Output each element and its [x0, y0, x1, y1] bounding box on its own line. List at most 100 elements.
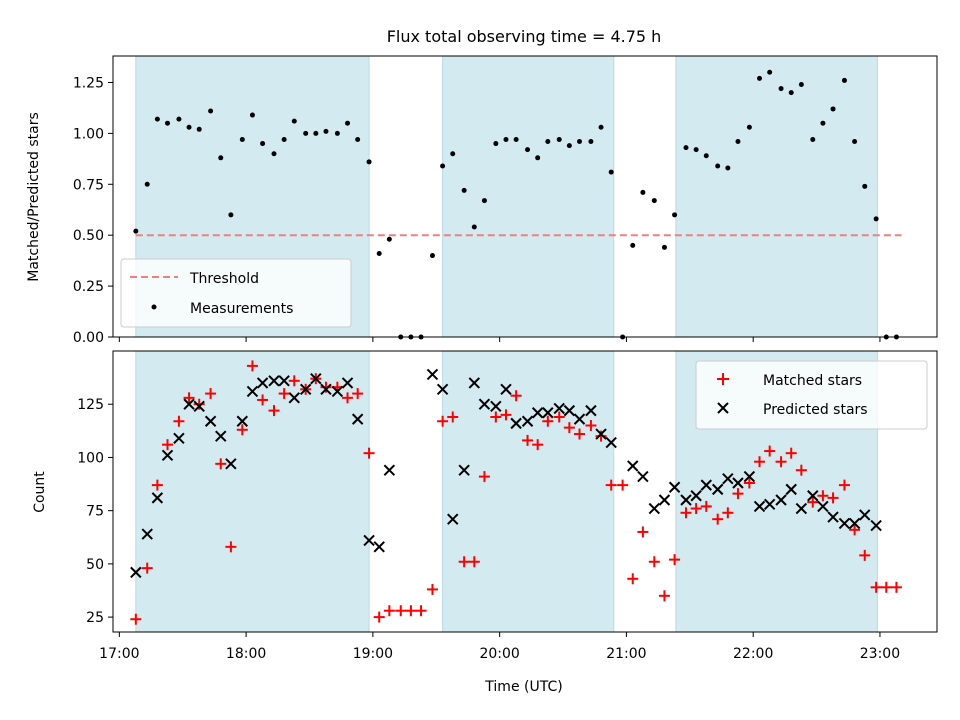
- predicted-stars-point: [753, 500, 766, 513]
- measurement-point: [440, 163, 446, 169]
- predicted-stars-point: [447, 513, 459, 525]
- bottom-axes-frame: [112, 350, 938, 633]
- measurement-point: [651, 198, 657, 204]
- predicted-stars-point: [426, 368, 439, 381]
- predicted-stars-point: [680, 494, 692, 506]
- predicted-stars-point: [256, 377, 269, 389]
- predicted-stars-point: [827, 511, 839, 523]
- matched-stars-point: [743, 477, 755, 489]
- top-y-axis-label: Matched/Predicted stars: [26, 112, 42, 282]
- predicted-stars-point: [605, 436, 617, 449]
- predicted-stars-point: [183, 398, 195, 410]
- matched-stars-point: [278, 388, 290, 400]
- matched-stars-point: [225, 541, 237, 553]
- predicted-stars-point: [341, 377, 354, 389]
- predicted-stars-point: [690, 490, 702, 502]
- predicted-stars-point: [700, 479, 712, 491]
- matched-stars-point: [648, 556, 660, 568]
- predicted-stars-point: [732, 477, 744, 489]
- matched-legend-label: Matched stars: [763, 373, 862, 389]
- measurement-point: [239, 136, 245, 142]
- predicted-stars-point: [585, 404, 597, 417]
- y-tick-label: 1.25: [73, 75, 104, 91]
- measurement-point: [281, 136, 287, 142]
- matched-stars-point: [395, 605, 407, 617]
- predicted-stars-point: [637, 470, 649, 483]
- predicted-stars-point: [236, 415, 249, 427]
- predicted-stars-point: [859, 509, 871, 521]
- measurement-point: [471, 224, 477, 230]
- measurement-point: [291, 118, 297, 124]
- matched-stars-point: [795, 464, 807, 476]
- predicted-stars-point: [668, 481, 681, 493]
- predicted-stars-point: [658, 494, 671, 506]
- y-tick-label: 100: [77, 450, 104, 466]
- y-tick-label: 0.75: [73, 177, 104, 193]
- predicted-stars-point: [775, 494, 787, 506]
- matched-stars-point: [426, 583, 438, 595]
- predicted-stars-point: [436, 383, 449, 396]
- matched-stars-point: [193, 398, 205, 410]
- measurement-point: [186, 124, 192, 130]
- predicted-stars-point: [363, 534, 375, 547]
- matched-stars-point: [637, 526, 649, 538]
- predicted-stars-point: [500, 383, 512, 396]
- x-tick-label: 19:00: [353, 646, 393, 662]
- matched-stars-point: [859, 549, 871, 561]
- matched-stars-point: [183, 392, 195, 404]
- measurement-point: [228, 212, 234, 218]
- matched-stars-point: [468, 556, 480, 568]
- measurement-point: [493, 141, 499, 147]
- predicted-stars-point: [173, 432, 185, 444]
- predicted-stars-point: [299, 383, 312, 396]
- predicted-legend-swatch: [717, 402, 729, 414]
- top-legend-box: [120, 258, 352, 328]
- predicted-stars-point: [215, 430, 227, 442]
- measurement-point: [810, 136, 816, 142]
- matched-stars-point: [732, 488, 744, 500]
- predicted-stars-point: [288, 392, 300, 404]
- x-tick-label: 17:00: [99, 646, 139, 662]
- measurement-point: [703, 153, 709, 159]
- matched-stars-point: [617, 479, 629, 491]
- matched-stars-point: [490, 411, 502, 423]
- predicted-stars-point: [763, 498, 776, 510]
- y-tick-label: 1.00: [73, 126, 104, 142]
- measurement-point: [577, 139, 583, 145]
- predicted-stars-point: [310, 372, 322, 385]
- bottom-y-axis-label: Count: [32, 471, 48, 513]
- measurement-point: [672, 212, 678, 218]
- matched-stars-point: [373, 611, 385, 623]
- measurement-point: [144, 181, 150, 187]
- matched-stars-point: [764, 445, 776, 457]
- predicted-stars-point: [838, 517, 851, 530]
- measurement-point: [271, 151, 277, 157]
- measurement-point: [450, 151, 456, 157]
- y-tick-label: 25: [86, 610, 104, 626]
- matched-stars-point: [405, 605, 417, 617]
- predicted-stars-point: [563, 404, 576, 417]
- matched-stars-point: [342, 392, 354, 404]
- measurement-point: [165, 120, 171, 126]
- matched-stars-point: [754, 456, 766, 468]
- matched-stars-point: [415, 605, 427, 617]
- matched-stars-point: [807, 496, 819, 508]
- matched-stars-point: [680, 507, 692, 519]
- matched-stars-point: [151, 479, 163, 491]
- predicted-stars-point: [468, 377, 480, 389]
- observing-interval-band: [135, 350, 370, 633]
- measurement-point: [693, 147, 699, 153]
- measurement-point: [608, 169, 614, 175]
- matched-stars-point: [510, 390, 522, 402]
- measurements-legend-label: Measurements: [190, 301, 293, 317]
- predicted-stars-point: [553, 402, 565, 415]
- matched-stars-point: [532, 439, 544, 451]
- count-points: [130, 360, 902, 625]
- predicted-stars-point: [711, 483, 724, 496]
- measurement-point: [176, 116, 182, 122]
- top-axes-frame: [112, 55, 938, 338]
- measurement-point: [862, 183, 868, 189]
- matched-stars-point: [690, 503, 702, 515]
- matched-stars-point: [236, 424, 248, 436]
- chart-title: Flux total observing time = 4.75 h: [387, 27, 662, 46]
